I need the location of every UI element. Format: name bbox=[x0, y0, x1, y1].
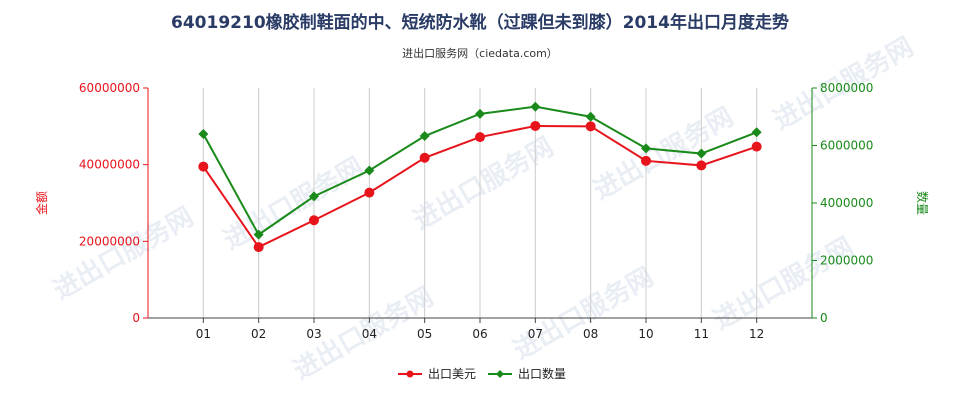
legend-marker-0 bbox=[406, 370, 414, 378]
left-axis-title: 金额 bbox=[34, 191, 49, 215]
x-tick-label-0: 01 bbox=[196, 327, 211, 341]
series-1-point-10 bbox=[751, 127, 762, 138]
x-tick-label-1: 02 bbox=[251, 327, 266, 341]
left-tick-label-1: 20000000 bbox=[79, 234, 140, 248]
x-tick-label-3: 04 bbox=[362, 327, 377, 341]
watermark-text-0: 进出口服务网 bbox=[49, 202, 199, 306]
series-0-point-3 bbox=[364, 187, 375, 198]
x-tick-label-2: 03 bbox=[306, 327, 321, 341]
x-tick-label-4: 05 bbox=[417, 327, 432, 341]
series-1-point-6 bbox=[530, 101, 541, 112]
watermark-text-2: 进出口服务网 bbox=[409, 132, 559, 236]
chart-subtitle: 进出口服务网（ciedata.com） bbox=[402, 47, 558, 60]
x-tick-label-6: 07 bbox=[528, 327, 543, 341]
series-1-point-5 bbox=[475, 108, 485, 119]
right-tick-label-3: 6000000 bbox=[820, 139, 873, 153]
chart-title: 64019210橡胶制鞋面的中、短统防水靴（过踝但未到膝）2014年出口月度走势 bbox=[171, 13, 789, 33]
x-tick-label-10: 12 bbox=[749, 327, 764, 341]
right-tick-label-2: 4000000 bbox=[820, 196, 873, 210]
x-tick-label-5: 06 bbox=[472, 327, 487, 341]
watermark-text-7: 进出口服务网 bbox=[709, 232, 859, 336]
series-0-point-7 bbox=[585, 121, 596, 132]
series-0-point-8 bbox=[641, 155, 651, 166]
watermark-text-6: 进出口服务网 bbox=[509, 262, 659, 366]
series-1-point-8 bbox=[641, 143, 651, 154]
series-1-point-7 bbox=[585, 111, 596, 122]
x-tick-label-9: 11 bbox=[694, 327, 709, 341]
series-1-point-0 bbox=[198, 129, 209, 139]
legend-label-0: 出口美元 bbox=[428, 367, 476, 381]
series-1-point-9 bbox=[696, 148, 707, 159]
series-0-point-9 bbox=[696, 160, 707, 171]
series-0-point-5 bbox=[475, 132, 485, 143]
series-0-point-0 bbox=[198, 161, 209, 172]
legend: 出口美元 出口数量 bbox=[398, 366, 566, 381]
series-0-point-1 bbox=[253, 242, 264, 253]
axes: 0 20000000 40000000 60000000 0 2000000 4000000… bbox=[34, 81, 930, 341]
series-0-point-6 bbox=[530, 120, 541, 131]
legend-label-1: 出口数量 bbox=[518, 366, 566, 381]
left-tick-label-2: 40000000 bbox=[79, 158, 140, 172]
series-0-point-2 bbox=[309, 215, 319, 226]
series-1-point-3 bbox=[364, 165, 375, 176]
series-1-point-1 bbox=[253, 229, 264, 240]
left-tick-label-0: 0 bbox=[132, 311, 140, 325]
series-0-point-10 bbox=[751, 141, 762, 152]
x-tick-label-7: 08 bbox=[583, 327, 598, 341]
grid bbox=[147, 88, 813, 318]
x-tick-label-8: 10 bbox=[638, 327, 653, 341]
right-tick-label-0: 0 bbox=[820, 311, 828, 325]
right-tick-label-1: 2000000 bbox=[820, 254, 873, 268]
left-tick-label-3: 60000000 bbox=[79, 81, 140, 95]
series-1-point-2 bbox=[309, 191, 319, 202]
series-1-point-4 bbox=[419, 131, 430, 142]
watermark-text-3: 进出口服务网 bbox=[589, 102, 739, 206]
right-tick-label-4: 8000000 bbox=[820, 81, 873, 95]
series-layer bbox=[198, 101, 762, 253]
series-0-point-4 bbox=[419, 152, 430, 163]
legend-marker-1 bbox=[496, 370, 504, 378]
right-axis-title: 数量 bbox=[915, 191, 930, 215]
